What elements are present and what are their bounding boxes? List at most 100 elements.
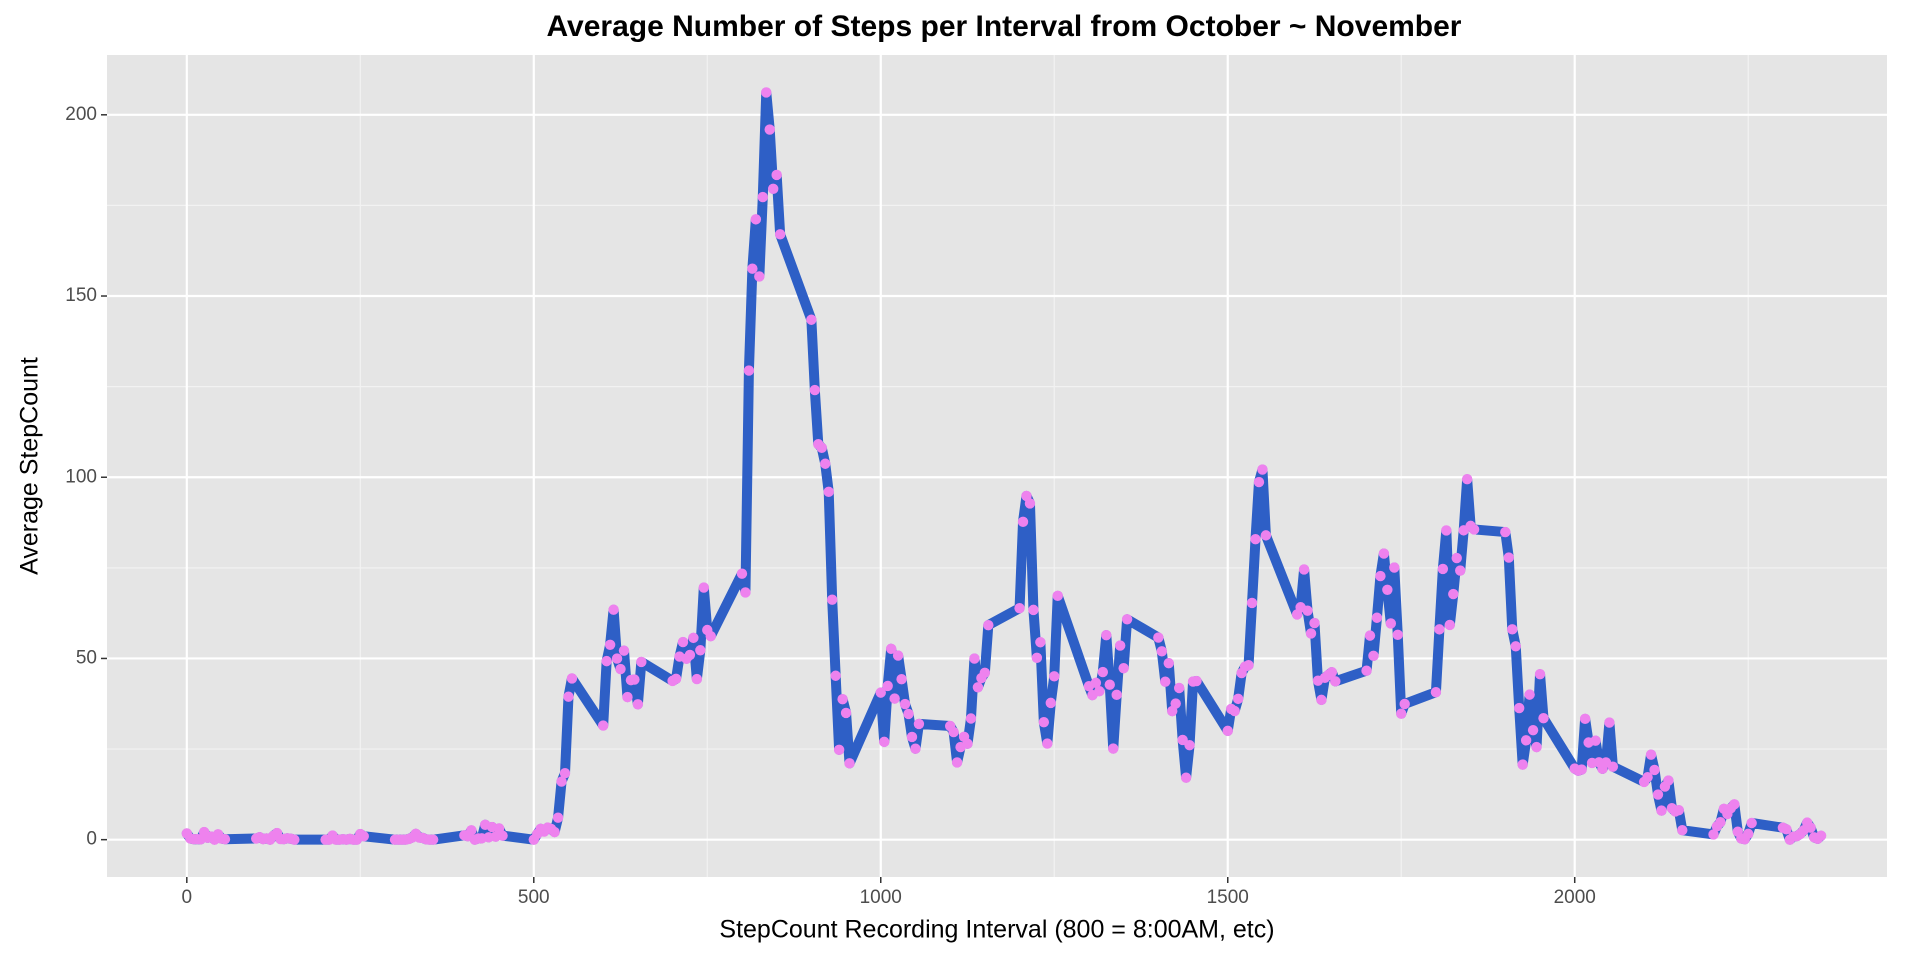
data-point (1531, 741, 1542, 753)
y-tick-label: 0 (86, 829, 97, 850)
data-point (1444, 619, 1456, 631)
data-point (1781, 824, 1792, 835)
data-point (219, 833, 231, 845)
data-point (1191, 675, 1202, 687)
data-point (698, 582, 710, 593)
data-point (677, 636, 689, 648)
data-point (1232, 693, 1244, 705)
data-point (983, 619, 994, 631)
data-point (497, 830, 508, 841)
data-point (1514, 702, 1525, 714)
data-point (1743, 828, 1754, 840)
data-point (1517, 759, 1528, 770)
data-point (913, 718, 925, 730)
data-point (1645, 749, 1657, 760)
data-point (1326, 666, 1338, 678)
data-point (816, 442, 827, 454)
data-point (1170, 698, 1181, 709)
data-point (1607, 761, 1619, 772)
data-point (1503, 552, 1514, 563)
data-point (615, 663, 626, 675)
data-point (830, 670, 841, 681)
data-point (1507, 624, 1518, 635)
data-point (1385, 618, 1397, 629)
data-point (618, 645, 630, 656)
data-point (906, 731, 918, 743)
data-point (1527, 724, 1539, 736)
data-point (566, 673, 578, 684)
y-tick-label: 50 (76, 647, 97, 668)
data-point (840, 707, 852, 719)
data-point (1389, 562, 1400, 573)
data-point (556, 776, 567, 787)
data-point (1257, 464, 1268, 475)
data-point (1153, 632, 1164, 643)
data-point (695, 645, 706, 656)
data-point (1260, 530, 1272, 541)
data-point (1108, 743, 1119, 754)
data-point (764, 124, 775, 135)
data-point (1305, 628, 1317, 639)
data-point (875, 687, 886, 698)
data-point (1746, 817, 1757, 829)
data-point (1652, 789, 1664, 800)
x-tick-label: 500 (518, 887, 550, 908)
data-point (1094, 685, 1105, 697)
data-point (1805, 822, 1816, 833)
data-point (1031, 652, 1043, 664)
data-point (427, 834, 439, 845)
data-point (833, 744, 845, 756)
data-point (1524, 689, 1535, 700)
data-point (740, 587, 751, 598)
data-point (1604, 717, 1615, 728)
data-point (1520, 735, 1532, 746)
data-point (882, 680, 893, 692)
data-line (181, 87, 1827, 845)
data-point (879, 736, 890, 748)
data-point (1250, 533, 1261, 545)
data-point (1399, 698, 1410, 710)
data-point (1378, 548, 1390, 559)
data-point (948, 726, 959, 738)
data-point (466, 825, 477, 836)
data-point (910, 743, 921, 754)
data-point (1316, 694, 1327, 706)
data-point (837, 694, 848, 705)
data-point (1815, 830, 1827, 841)
y-tick-label: 150 (65, 285, 97, 306)
data-point (629, 674, 640, 685)
data-point (1104, 679, 1115, 690)
grid (107, 55, 1887, 877)
data-point (563, 691, 574, 702)
data-point (691, 673, 703, 685)
data-point (1049, 671, 1060, 682)
data-point (1579, 713, 1591, 725)
data-point (670, 673, 682, 685)
data-point (549, 826, 560, 838)
data-point (771, 169, 782, 181)
data-point (552, 812, 564, 823)
data-point (358, 831, 369, 842)
data-point (1576, 764, 1587, 775)
data-point (1035, 637, 1046, 648)
data-point (1510, 641, 1521, 652)
data-point (1392, 629, 1403, 641)
data-point (754, 271, 765, 282)
data-point (889, 693, 900, 704)
data-point (684, 649, 696, 661)
data-point (1038, 716, 1050, 728)
data-point (774, 229, 786, 240)
data-point (1121, 614, 1133, 625)
data-point (896, 673, 907, 685)
data-point (1468, 524, 1480, 535)
data-point (962, 738, 973, 749)
data-point (1361, 665, 1372, 676)
data-point (1461, 474, 1473, 485)
marks (181, 87, 1827, 845)
data-point (736, 568, 748, 579)
data-point (1114, 640, 1126, 651)
data-point (750, 214, 762, 225)
data-point (1163, 657, 1174, 669)
data-point (820, 458, 831, 469)
data-point (1663, 775, 1674, 786)
